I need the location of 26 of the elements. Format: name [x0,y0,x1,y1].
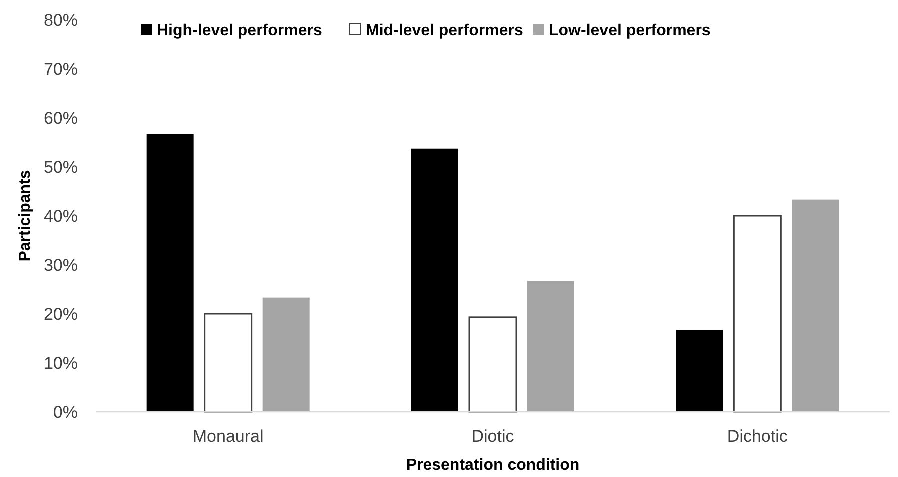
y-tick-label: 80% [44,10,78,30]
y-tick-label: 10% [44,354,78,373]
bar [412,148,458,412]
y-tick-label: 0% [53,402,78,422]
y-tick-label: 70% [44,60,78,79]
bar [528,281,574,412]
bar [733,215,782,413]
x-tick-label: Diotic [472,427,515,446]
x-tick-label: Dichotic [727,427,788,446]
legend-label: High-level performers [157,22,322,40]
y-tick-label: 50% [44,158,78,177]
y-tick-label: 40% [44,206,78,226]
legend-label: Low-level performers [549,22,711,40]
bar [676,330,724,412]
y-tick-label: 20% [44,304,78,324]
bar [262,298,310,412]
bar [468,316,518,413]
bar [204,313,253,413]
y-axis-title: Participants [17,170,34,262]
y-tick-label: 30% [44,256,78,275]
bar [146,134,194,412]
x-axis-title: Presentation condition [406,457,580,474]
legend-label: Mid-level performers [366,22,524,40]
bar [792,200,840,412]
y-tick-label: 60% [44,108,78,128]
x-tick-label: Monaural [192,427,264,446]
